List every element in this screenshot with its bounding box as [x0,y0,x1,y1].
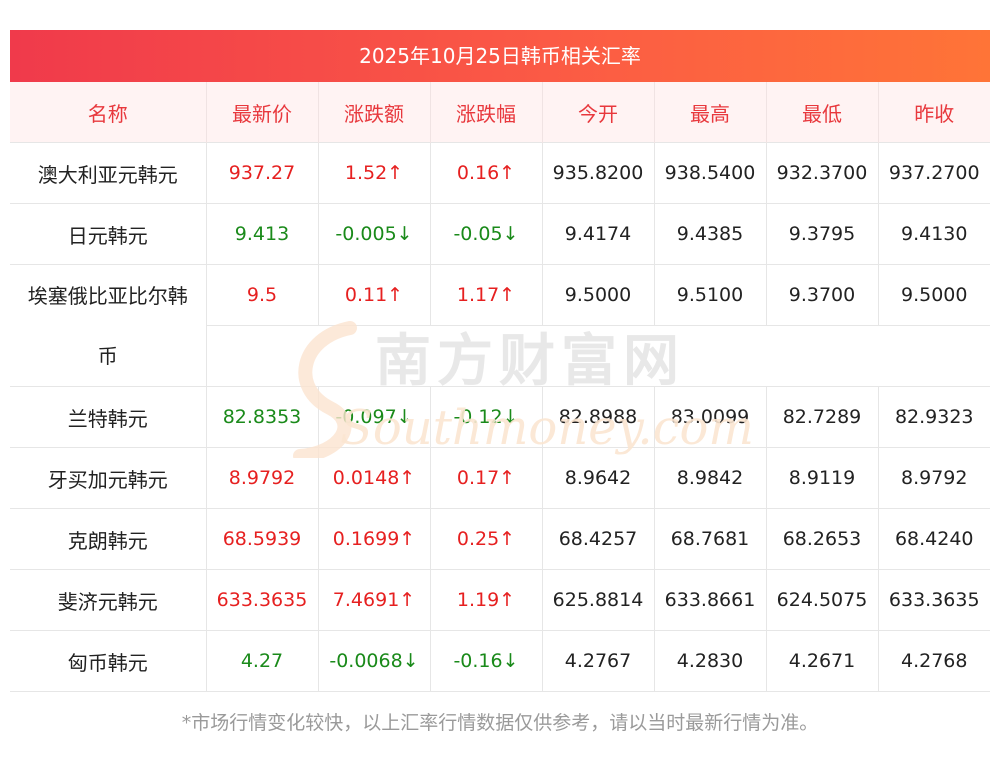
currency-name: 兰特韩元 [10,386,207,448]
change-amount: 7.4691↑ [318,569,431,631]
currency-name-line1: 埃塞俄比亚比尔韩 [27,283,188,308]
open-price: 8.9642 [542,447,655,509]
table-row: 兰特韩元 82.8353 -0.097↓ -0.12↓ 82.8988 83.0… [10,386,990,448]
table-row: 澳大利亚元韩元 937.27 1.52↑ 0.16↑ 935.8200 938.… [10,142,990,204]
change-amount: 1.52↑ [318,142,431,204]
currency-name: 日元韩元 [10,203,207,265]
open-price: 4.2767 [542,630,655,692]
high-price: 938.5400 [654,142,767,204]
table-header-row: 名称 最新价 涨跌额 涨跌幅 今开 最高 最低 昨收 [10,82,990,143]
prev-close-price: 9.5000 [878,264,990,326]
prev-close-price: 633.3635 [878,569,990,631]
change-percent: 1.19↑ [430,569,543,631]
table-row: 匈币韩元 4.27 -0.0068↓ -0.16↓ 4.2767 4.2830 … [10,630,990,692]
currency-name: 匈币韩元 [10,630,207,692]
prev-close-price: 82.9323 [878,386,990,448]
header-prev-close: 昨收 [878,82,990,143]
latest-price: 633.3635 [206,569,319,631]
high-price: 9.4385 [654,203,767,265]
open-price: 9.4174 [542,203,655,265]
currency-name: 埃塞俄比亚比尔韩 币 [10,264,207,387]
change-amount: -0.005↓ [318,203,431,265]
high-price: 8.9842 [654,447,767,509]
change-amount: -0.097↓ [318,386,431,448]
low-price: 624.5075 [766,569,879,631]
prev-close-price: 9.4130 [878,203,990,265]
exchange-rate-table: 名称 最新价 涨跌额 涨跌幅 今开 最高 最低 昨收 澳大利亚元韩元 937.2… [10,82,990,692]
change-percent: 1.17↑ [430,264,543,326]
prev-close-price: 68.4240 [878,508,990,570]
change-percent: -0.12↓ [430,386,543,448]
change-percent: -0.05↓ [430,203,543,265]
header-low: 最低 [766,82,879,143]
open-price: 82.8988 [542,386,655,448]
change-percent: 0.17↑ [430,447,543,509]
currency-name: 澳大利亚元韩元 [10,142,207,204]
disclaimer-footnote: *市场行情变化较快，以上汇率行情数据仅供参考，请以当时最新行情为准。 [181,712,819,734]
header-name: 名称 [10,82,207,143]
low-price: 9.3700 [766,264,879,326]
header-latest: 最新价 [206,82,319,143]
high-price: 9.5100 [654,264,767,326]
change-percent: -0.16↓ [430,630,543,692]
latest-price: 68.5939 [206,508,319,570]
open-price: 9.5000 [542,264,655,326]
change-percent: 0.25↑ [430,508,543,570]
header-change-pct: 涨跌幅 [430,82,543,143]
header-change: 涨跌额 [318,82,431,143]
latest-price: 9.413 [206,203,319,265]
currency-name: 克朗韩元 [10,508,207,570]
open-price: 68.4257 [542,508,655,570]
page-title: 2025年10月25日韩币相关汇率 [10,30,990,82]
prev-close-price: 937.2700 [878,142,990,204]
high-price: 68.7681 [654,508,767,570]
low-price: 68.2653 [766,508,879,570]
change-amount: 0.0148↑ [318,447,431,509]
latest-price: 8.9792 [206,447,319,509]
table-row: 日元韩元 9.413 -0.005↓ -0.05↓ 9.4174 9.4385 … [10,203,990,265]
low-price: 4.2671 [766,630,879,692]
prev-close-price: 8.9792 [878,447,990,509]
change-percent: 0.16↑ [430,142,543,204]
latest-price: 9.5 [206,264,319,326]
change-amount: 0.11↑ [318,264,431,326]
change-amount: -0.0068↓ [318,630,431,692]
header-high: 最高 [654,82,767,143]
high-price: 83.0099 [654,386,767,448]
currency-name: 斐济元韩元 [10,569,207,631]
open-price: 625.8814 [542,569,655,631]
header-open: 今开 [542,82,655,143]
currency-name: 牙买加元韩元 [10,447,207,509]
low-price: 932.3700 [766,142,879,204]
change-amount: 0.1699↑ [318,508,431,570]
high-price: 633.8661 [654,569,767,631]
low-price: 9.3795 [766,203,879,265]
low-price: 8.9119 [766,447,879,509]
open-price: 935.8200 [542,142,655,204]
table-row: 克朗韩元 68.5939 0.1699↑ 0.25↑ 68.4257 68.76… [10,508,990,570]
latest-price: 937.27 [206,142,319,204]
latest-price: 4.27 [206,630,319,692]
latest-price: 82.8353 [206,386,319,448]
table-row: 牙买加元韩元 8.9792 0.0148↑ 0.17↑ 8.9642 8.984… [10,447,990,509]
currency-name-line2: 币 [97,343,118,368]
high-price: 4.2830 [654,630,767,692]
prev-close-price: 4.2768 [878,630,990,692]
low-price: 82.7289 [766,386,879,448]
table-row: 斐济元韩元 633.3635 7.4691↑ 1.19↑ 625.8814 63… [10,569,990,631]
table-row: 埃塞俄比亚比尔韩 币 9.5 0.11↑ 1.17↑ 9.5000 9.5100… [10,264,990,387]
empty-cell [206,325,990,387]
